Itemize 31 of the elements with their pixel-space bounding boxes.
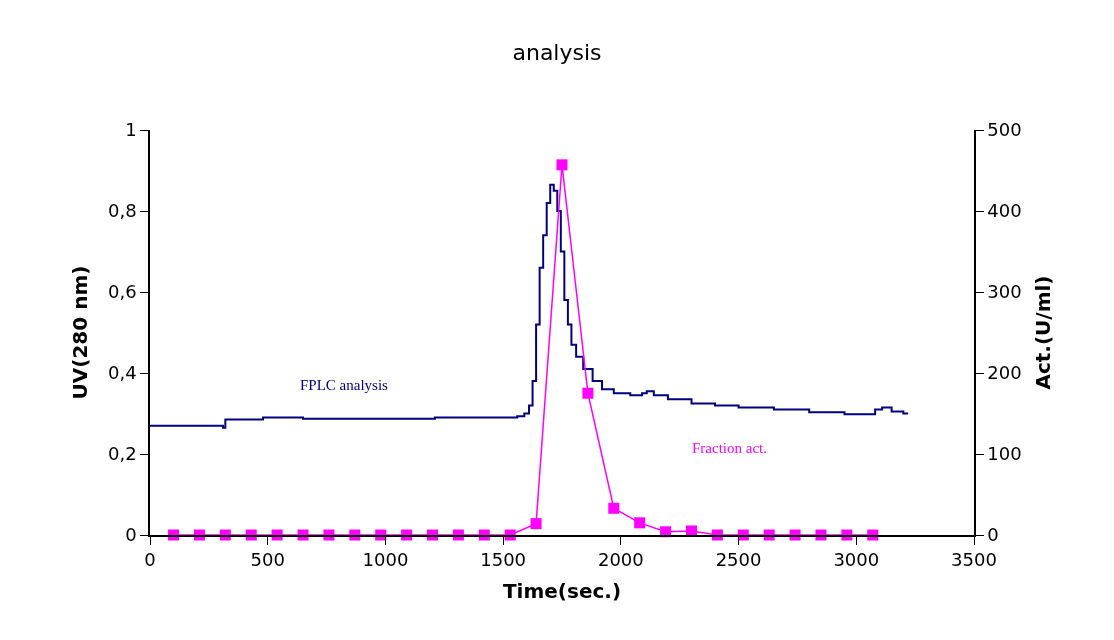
point <box>530 518 542 530</box>
y-tick-label: 0 <box>125 524 137 546</box>
x-tick-label: 3000 <box>833 549 880 571</box>
y-tick-label: 0,8 <box>108 200 137 222</box>
x-axis-title: Time(sec.) <box>502 579 622 604</box>
y-tick-label: 0,4 <box>108 362 137 384</box>
point <box>634 517 646 529</box>
x-tick-label: 1500 <box>480 549 527 571</box>
y2-tick-label: 100 <box>987 443 1022 465</box>
series-label: FPLC analysis <box>300 377 389 393</box>
point <box>608 502 620 514</box>
y2-tick-label: 0 <box>987 524 999 546</box>
x-tick-label: 0 <box>144 549 156 571</box>
y2-tick-label: 200 <box>987 362 1022 384</box>
x-tick-label: 2000 <box>597 549 644 571</box>
y2-axis-title: Act.(U/ml) <box>1030 275 1055 390</box>
y2-tick-label: 300 <box>987 281 1022 303</box>
y-axis-title: UV(280 nm) <box>68 265 93 400</box>
y-tick-label: 1 <box>125 119 137 141</box>
text: Fraction act. <box>692 440 767 456</box>
x-tick-label: 3500 <box>951 549 997 571</box>
y-tick-label: 0,6 <box>108 281 137 303</box>
y2-tick-label: 400 <box>987 200 1022 222</box>
y-tick-label: 0,2 <box>108 443 137 465</box>
y2-tick-label: 500 <box>987 119 1022 141</box>
point <box>582 387 594 399</box>
x-tick-label: 1000 <box>362 549 409 571</box>
x-tick-label: 500 <box>250 549 285 571</box>
x-tick-label: 2500 <box>715 549 762 571</box>
chart-title: analysis <box>512 40 602 66</box>
point <box>556 159 568 171</box>
